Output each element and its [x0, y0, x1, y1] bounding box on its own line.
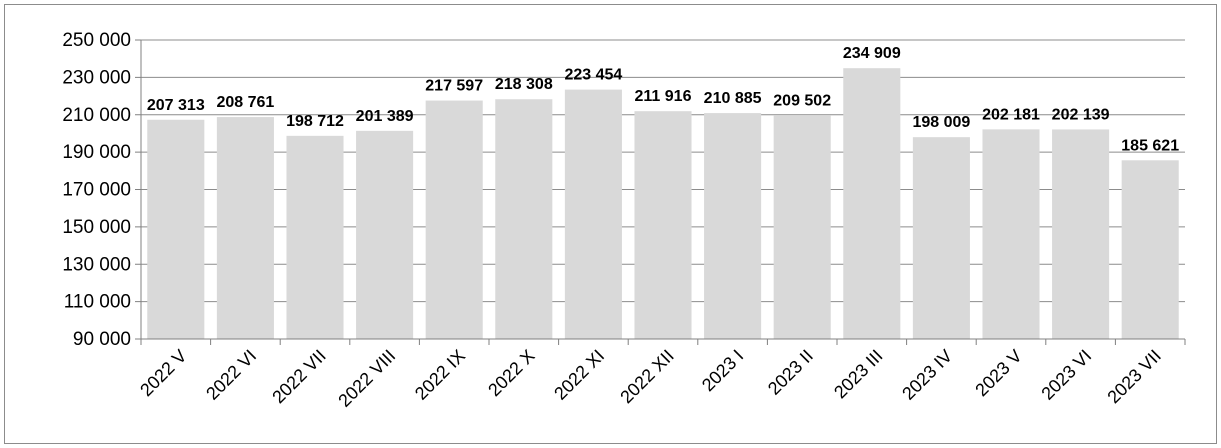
bar [356, 130, 414, 339]
data-label: 211 916 [635, 88, 692, 105]
bar [912, 137, 970, 339]
data-label: 198 712 [286, 113, 344, 130]
bar [425, 100, 483, 340]
x-category-label: 2022 VII [268, 346, 330, 408]
data-label: 217 597 [425, 78, 483, 95]
bar [773, 115, 831, 340]
bar [982, 129, 1040, 339]
data-label: 201 389 [356, 108, 414, 125]
x-category-label: 2023 IV [898, 346, 956, 404]
data-label: 198 009 [912, 114, 970, 131]
bar [286, 135, 344, 339]
y-tick-label: 110 000 [64, 292, 131, 313]
bar [495, 99, 553, 339]
data-label: 209 502 [773, 93, 831, 110]
bar [843, 68, 901, 340]
bars [147, 68, 1179, 340]
bar [1121, 160, 1179, 339]
bar [1052, 129, 1110, 339]
bar [634, 111, 692, 340]
data-label: 223 454 [564, 67, 622, 84]
y-tick-label: 130 000 [62, 254, 131, 275]
data-label: 210 885 [704, 90, 762, 107]
data-label: 218 308 [495, 76, 553, 93]
y-axis-tick-labels: 90 000 110 000 130 000 150 000 170 000 190 00… [62, 30, 131, 350]
y-tick-label: 230 000 [62, 67, 131, 88]
x-category-label: 2022 X [484, 346, 538, 400]
data-label: 185 621 [1121, 137, 1179, 154]
data-label: 202 181 [982, 106, 1040, 123]
x-category-label: 2023 VI [1037, 346, 1095, 404]
x-category-label: 2023 V [971, 346, 1025, 400]
x-category-label: 2023 II [764, 346, 817, 399]
x-category-label: 2023 III [830, 346, 887, 403]
x-category-label: 2023 VII [1103, 346, 1165, 408]
y-tick-label: 210 000 [62, 105, 131, 126]
y-tick-label: 90 000 [73, 329, 131, 350]
y-tick-label: 250 000 [62, 30, 131, 51]
data-label: 208 761 [216, 94, 274, 111]
data-label: 207 313 [147, 97, 205, 114]
axes [135, 39, 1186, 345]
bar [704, 113, 762, 339]
bar [216, 117, 274, 339]
x-category-label: 2022 XI [550, 346, 608, 404]
data-label: 234 909 [843, 45, 901, 62]
y-tick-label: 150 000 [62, 217, 131, 238]
x-axis-category-labels: 2022 V 2022 VI 2022 VII 2022 VIII 2022 IX 202… [136, 346, 1165, 411]
bar [147, 119, 205, 339]
x-category-label: 2022 V [136, 346, 190, 400]
y-tick-label: 190 000 [62, 142, 131, 163]
data-labels: 207 313 208 761 198 712 201 389 217 597 218 3… [147, 45, 1179, 154]
x-category-label: 2022 IX [411, 346, 469, 404]
x-category-label: 2023 I [698, 346, 748, 396]
data-label: 202 139 [1052, 106, 1110, 123]
bar [564, 89, 622, 339]
x-category-label: 2022 VIII [334, 346, 399, 411]
y-tick-label: 170 000 [62, 180, 131, 201]
x-category-label: 2022 XII [616, 346, 678, 408]
x-category-label: 2022 VI [202, 346, 260, 404]
